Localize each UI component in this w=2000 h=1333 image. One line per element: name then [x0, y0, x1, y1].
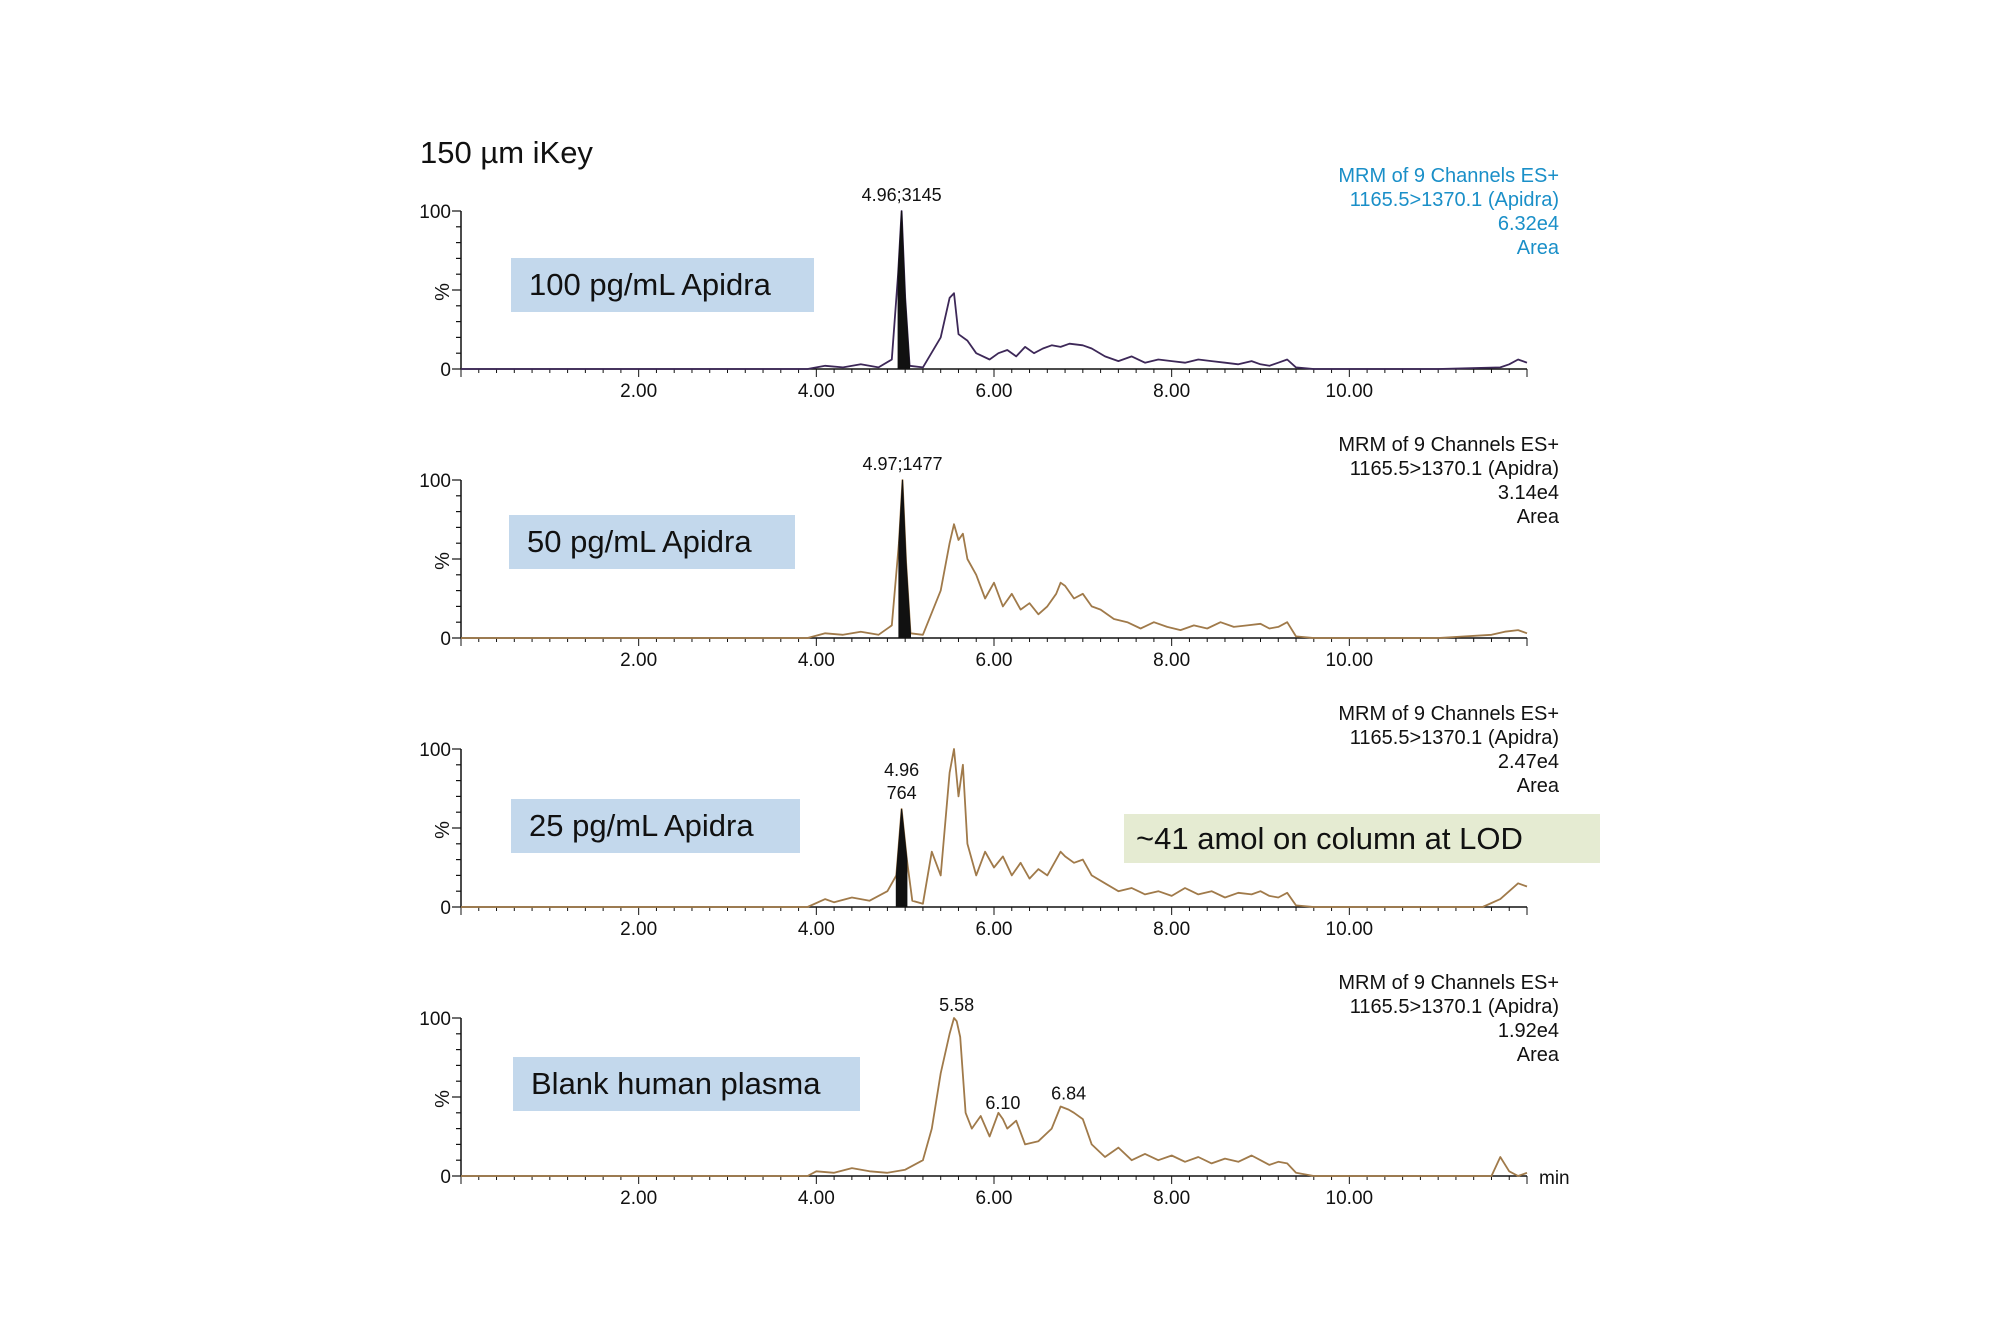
y-axis-label: % [432, 283, 454, 301]
panel-header: MRM of 9 Channels ES+1165.5>1370.1 (Apid… [1338, 165, 1560, 259]
x-tick-label: 4.00 [798, 919, 835, 940]
x-tick-label: 6.00 [976, 381, 1013, 402]
sample-label-box [511, 799, 800, 853]
panel-header-line: 6.32e4 [1498, 213, 1559, 235]
peak-label: 4.96 [884, 760, 919, 780]
panel-header-line: MRM of 9 Channels ES+ [1338, 434, 1559, 456]
chromatogram-panel: MRM of 9 Channels ES+1165.5>1370.1 (Apid… [419, 165, 1560, 402]
lod-annotation-text: ~41 amol on column at LOD [1136, 821, 1523, 856]
x-tick-label: 10.00 [1326, 650, 1374, 671]
panel-header-line: MRM of 9 Channels ES+ [1338, 703, 1559, 725]
panel-header-line: 1165.5>1370.1 (Apidra) [1350, 996, 1559, 1018]
peak-label: 4.96;3145 [862, 185, 942, 205]
integrated-peak [895, 808, 908, 908]
panel-header-line: Area [1517, 775, 1560, 797]
x-tick-label: 4.00 [798, 650, 835, 671]
y-tick-label: 0 [440, 629, 451, 650]
panel-header-line: Area [1517, 1044, 1560, 1066]
panel-header-line: MRM of 9 Channels ES+ [1338, 972, 1559, 994]
x-tick-label: 10.00 [1326, 919, 1374, 940]
y-tick-label: 0 [440, 1167, 451, 1188]
panel-header: MRM of 9 Channels ES+1165.5>1370.1 (Apid… [1338, 972, 1560, 1066]
lod-annotation-box [1124, 814, 1600, 863]
peak-label: 6.10 [985, 1093, 1020, 1113]
x-tick-label: 4.00 [798, 1188, 835, 1209]
panel-header-line: MRM of 9 Channels ES+ [1338, 165, 1559, 187]
peak-label: 5.58 [939, 995, 974, 1015]
x-tick-label: 8.00 [1153, 381, 1190, 402]
sample-label-box [513, 1057, 860, 1111]
y-tick-label: 100 [419, 471, 451, 492]
x-tick-label: 10.00 [1326, 381, 1374, 402]
sample-label-box [511, 258, 814, 312]
panel-header-line: 1165.5>1370.1 (Apidra) [1350, 727, 1559, 749]
peak-label: 764 [887, 783, 917, 803]
integrated-peak [897, 210, 911, 370]
y-tick-label: 100 [419, 740, 451, 761]
x-unit-label: min [1539, 1168, 1570, 1189]
x-tick-label: 6.00 [976, 919, 1013, 940]
y-tick-label: 100 [419, 1009, 451, 1030]
x-tick-label: 10.00 [1326, 1188, 1374, 1209]
sample-label: 25 pg/mL Apidra [529, 808, 754, 843]
y-tick-label: 100 [419, 202, 451, 223]
x-tick-label: 6.00 [976, 650, 1013, 671]
chromatogram-panel: MRM of 9 Channels ES+1165.5>1370.1 (Apid… [419, 434, 1560, 671]
sample-label: 50 pg/mL Apidra [527, 524, 752, 559]
chromatogram-trace [461, 748, 1528, 908]
x-tick-label: 2.00 [620, 650, 657, 671]
y-axis-label: % [432, 1090, 454, 1108]
x-tick-label: 2.00 [620, 1188, 657, 1209]
panel-header-line: 1165.5>1370.1 (Apidra) [1350, 458, 1559, 480]
figure-title: 150 µm iKey [420, 135, 593, 170]
x-tick-label: 2.00 [620, 381, 657, 402]
x-tick-label: 2.00 [620, 919, 657, 940]
peak-label: 6.84 [1051, 1084, 1086, 1104]
y-axis-label: % [432, 821, 454, 839]
panel-header-line: Area [1517, 237, 1560, 259]
panel-header-line: Area [1517, 506, 1560, 528]
x-tick-label: 6.00 [976, 1188, 1013, 1209]
x-tick-label: 8.00 [1153, 650, 1190, 671]
x-tick-label: 4.00 [798, 381, 835, 402]
panel-header-line: 1.92e4 [1498, 1020, 1559, 1042]
peak-label: 4.97;1477 [862, 454, 942, 474]
panel-header: MRM of 9 Channels ES+1165.5>1370.1 (Apid… [1338, 703, 1560, 797]
sample-label: 100 pg/mL Apidra [529, 267, 772, 302]
sample-label: Blank human plasma [531, 1066, 821, 1101]
chromatogram-panel: MRM of 9 Channels ES+1165.5>1370.1 (Apid… [419, 972, 1569, 1209]
y-tick-label: 0 [440, 898, 451, 919]
panel-header-line: 3.14e4 [1498, 482, 1559, 504]
y-tick-label: 0 [440, 360, 451, 381]
x-tick-label: 8.00 [1153, 1188, 1190, 1209]
panel-header: MRM of 9 Channels ES+1165.5>1370.1 (Apid… [1338, 434, 1560, 528]
sample-label-box [509, 515, 795, 569]
integrated-peak [898, 479, 911, 639]
chromatogram-panels: MRM of 9 Channels ES+1165.5>1370.1 (Apid… [419, 165, 1600, 1209]
y-axis-label: % [432, 552, 454, 570]
panel-header-line: 2.47e4 [1498, 751, 1559, 773]
lod-annotation: ~41 amol on column at LOD [1124, 814, 1600, 863]
chromatogram-trace [461, 1017, 1528, 1177]
chromatogram-panel: MRM of 9 Channels ES+1165.5>1370.1 (Apid… [419, 703, 1560, 940]
panel-header-line: 1165.5>1370.1 (Apidra) [1350, 189, 1559, 211]
x-tick-label: 8.00 [1153, 919, 1190, 940]
